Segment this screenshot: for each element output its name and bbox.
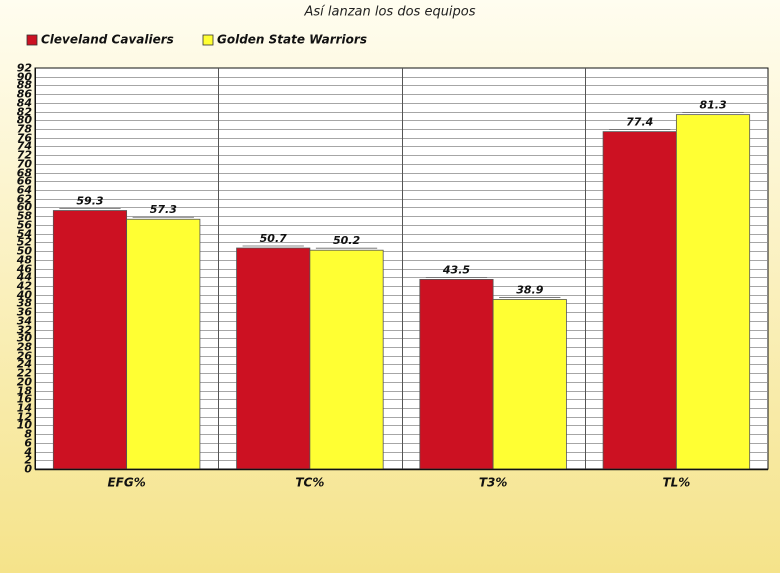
legend-label: Golden State Warriors: [217, 33, 367, 47]
bar: [52, 210, 128, 470]
y-tick-label: 16: [17, 393, 33, 406]
y-tick-label: 60: [17, 201, 33, 214]
data-label: 77.4: [626, 116, 653, 129]
y-tick-label: 44: [16, 271, 32, 284]
y-tick-label: 64: [17, 184, 32, 197]
y-tick-label: 92: [17, 62, 33, 75]
y-tick-label: 24: [17, 358, 32, 371]
y-tick-label: 66: [17, 175, 33, 188]
data-label: 57.3: [150, 203, 177, 216]
y-tick-label: 32: [17, 324, 33, 337]
y-tick-label: 62: [17, 193, 33, 206]
y-tick-label: 12: [17, 411, 33, 424]
bar: [675, 114, 751, 470]
data-label: 50.2: [333, 234, 360, 247]
y-tick-label: 48: [16, 254, 33, 267]
y-tick-label: 80: [17, 114, 33, 127]
legend-swatch: [202, 34, 214, 46]
y-tick-label: 30: [17, 332, 33, 345]
y-tick-label: 74: [17, 140, 32, 153]
y-tick-label: 82: [17, 106, 33, 119]
y-tick-label: 58: [17, 210, 33, 223]
bar: [309, 249, 384, 470]
y-tick-label: 8: [24, 428, 32, 441]
y-tick-label: 56: [17, 219, 33, 232]
x-tick-label: TL%: [662, 476, 690, 490]
legend-swatch: [26, 34, 38, 46]
y-tick-label: 90: [17, 71, 33, 84]
chart-title: Así lanzan los dos equipos: [303, 5, 475, 20]
y-tick-label: 22: [17, 367, 33, 380]
y-tick-label: 76: [17, 132, 33, 145]
bar: [126, 218, 201, 470]
y-tick-label: 84: [17, 97, 32, 110]
y-tick-label: 52: [17, 236, 33, 249]
data-label: 38.9: [516, 283, 543, 296]
legend-label: Cleveland Cavaliers: [41, 33, 174, 47]
y-tick-label: 68: [17, 167, 33, 180]
y-tick-label: 36: [17, 306, 33, 319]
y-tick-label: 14: [17, 402, 32, 415]
y-tick-label: 40: [16, 289, 33, 302]
y-tick-label: 4: [23, 446, 32, 459]
y-tick-label: 88: [17, 79, 33, 92]
bar: [602, 131, 677, 470]
y-tick-label: 28: [17, 341, 33, 354]
data-label: 59.3: [76, 195, 103, 208]
x-tick-label: T3%: [479, 476, 508, 490]
y-tick-label: 10: [17, 419, 33, 432]
y-tick-label: 0: [24, 463, 32, 476]
y-tick-label: 50: [17, 245, 33, 258]
data-label: 43.5: [442, 263, 470, 276]
y-tick-label: 86: [17, 88, 33, 101]
x-tick-label: TC%: [295, 476, 324, 490]
y-tick-label: 38: [17, 297, 33, 310]
y-tick-label: 34: [17, 315, 32, 328]
y-tick-label: 20: [17, 376, 33, 389]
plot-area: 0246810121416182022242628303234363840424…: [16, 62, 769, 490]
legend: Cleveland Cavaliers Golden State Warriors: [26, 33, 367, 47]
bar: [419, 278, 494, 470]
bar: [236, 247, 311, 470]
y-tick-label: 78: [17, 123, 33, 136]
x-tick-label: EFG%: [107, 476, 145, 490]
y-tick-label: 2: [24, 454, 32, 467]
data-label: 50.7: [260, 232, 287, 245]
y-tick-label: 54: [17, 228, 32, 241]
y-tick-label: 18: [17, 385, 33, 398]
y-tick-label: 42: [16, 280, 33, 293]
data-label: 81.3: [699, 99, 726, 112]
y-tick-label: 70: [17, 158, 33, 171]
y-tick-label: 72: [17, 149, 33, 162]
y-tick-label: 46: [16, 263, 33, 276]
y-tick-label: 26: [17, 350, 33, 363]
bar: [492, 299, 567, 470]
y-tick-label: 6: [24, 437, 32, 450]
